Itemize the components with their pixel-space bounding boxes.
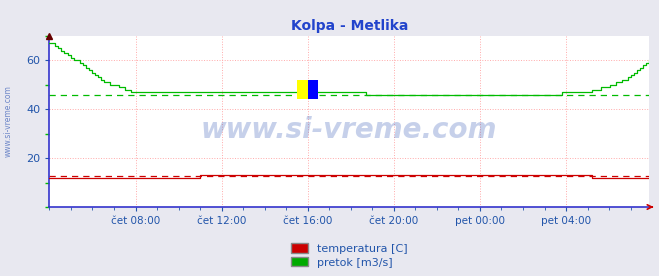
Bar	[308, 80, 318, 99]
Text: www.si-vreme.com: www.si-vreme.com	[201, 116, 498, 144]
Text: www.si-vreme.com: www.si-vreme.com	[4, 86, 13, 157]
Bar	[297, 80, 308, 99]
Legend: temperatura [C], pretok [m3/s]: temperatura [C], pretok [m3/s]	[291, 243, 407, 268]
Title: Kolpa - Metlika: Kolpa - Metlika	[291, 19, 408, 33]
